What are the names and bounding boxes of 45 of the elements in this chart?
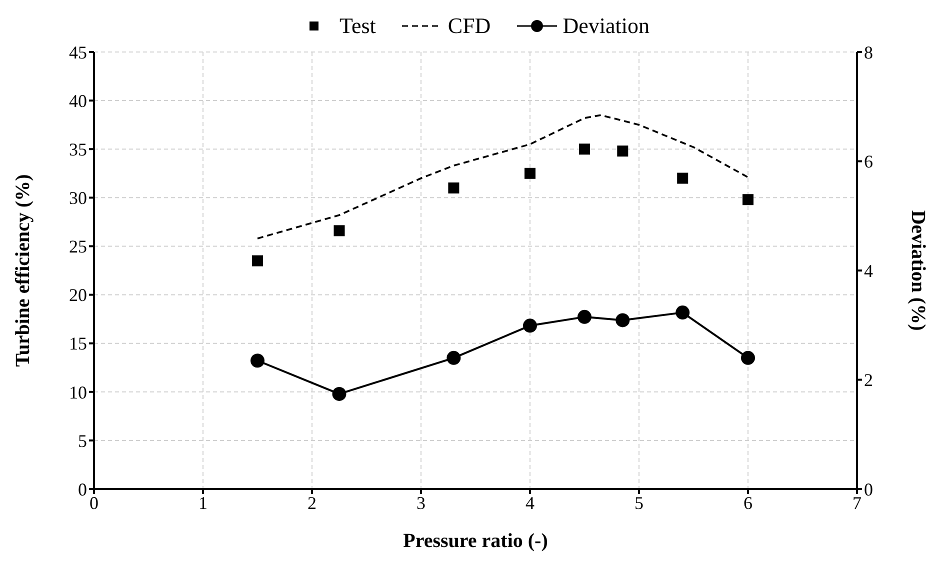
point (676, 306, 690, 320)
legend-label: CFD (448, 13, 491, 39)
y-tick-label: 0 (78, 479, 87, 500)
y2-tick-label: 0 (864, 479, 873, 500)
x-tick-label: 2 (308, 492, 316, 513)
y-tick-label: 20 (69, 285, 87, 306)
y2-tick-label: 4 (864, 260, 873, 281)
x-tick-label: 1 (198, 492, 208, 513)
y-tick-label: 5 (78, 430, 87, 451)
y2-tick-label: 8 (864, 42, 873, 62)
point (446, 350, 461, 365)
y2-axis-title: Deviation (%) (906, 210, 929, 331)
y-tick-label: 25 (69, 236, 87, 257)
y-tick-label: 10 (69, 382, 87, 402)
point (523, 318, 537, 333)
point (252, 255, 263, 266)
y2-tick-label: 2 (864, 370, 873, 390)
y-tick-label: 40 (69, 90, 87, 111)
x-tick-label: 7 (852, 492, 862, 513)
point (250, 354, 264, 368)
y-tick-label: 45 (69, 42, 87, 62)
legend-label: Deviation (562, 13, 650, 39)
line-series (256, 114, 749, 240)
x-tick-label: 6 (744, 492, 752, 513)
point (334, 225, 345, 236)
y-tick-label: 35 (69, 140, 87, 160)
point (741, 350, 755, 365)
point (332, 386, 346, 401)
point (617, 146, 628, 157)
x-tick-label: 3 (416, 492, 426, 513)
x-axis-title: Pressure ratio (-) (403, 530, 548, 552)
y-tick-label: 15 (69, 334, 87, 354)
legend-label: Test (340, 13, 376, 39)
point (578, 310, 592, 324)
point (524, 168, 536, 179)
point (448, 182, 460, 194)
point (579, 144, 590, 155)
y-axis-title: Turbine efficiency (%) (12, 174, 34, 367)
point (742, 194, 754, 206)
x-tick-label: 5 (634, 492, 644, 513)
x-tick-label: 4 (526, 492, 534, 513)
y2-tick-label: 6 (864, 152, 873, 172)
y-tick-label: 30 (69, 188, 87, 208)
point (677, 172, 688, 184)
point (616, 313, 630, 328)
